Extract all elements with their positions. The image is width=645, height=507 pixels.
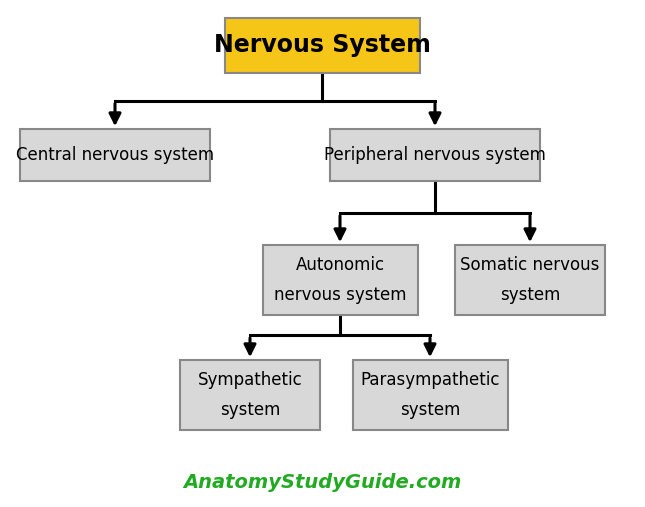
Text: Parasympathetic
system: Parasympathetic system bbox=[361, 372, 500, 419]
FancyBboxPatch shape bbox=[263, 245, 417, 315]
FancyBboxPatch shape bbox=[353, 360, 508, 430]
Text: Nervous System: Nervous System bbox=[213, 33, 430, 57]
Text: Peripheral nervous system: Peripheral nervous system bbox=[324, 146, 546, 164]
FancyBboxPatch shape bbox=[20, 129, 210, 181]
Text: Autonomic
nervous system: Autonomic nervous system bbox=[273, 257, 406, 304]
Text: AnatomyStudyGuide.com: AnatomyStudyGuide.com bbox=[183, 473, 461, 491]
FancyBboxPatch shape bbox=[224, 18, 419, 73]
FancyBboxPatch shape bbox=[330, 129, 540, 181]
Text: Sympathetic
system: Sympathetic system bbox=[197, 372, 303, 419]
FancyBboxPatch shape bbox=[455, 245, 605, 315]
FancyBboxPatch shape bbox=[180, 360, 320, 430]
Text: Somatic nervous
system: Somatic nervous system bbox=[461, 257, 600, 304]
Text: Central nervous system: Central nervous system bbox=[16, 146, 214, 164]
